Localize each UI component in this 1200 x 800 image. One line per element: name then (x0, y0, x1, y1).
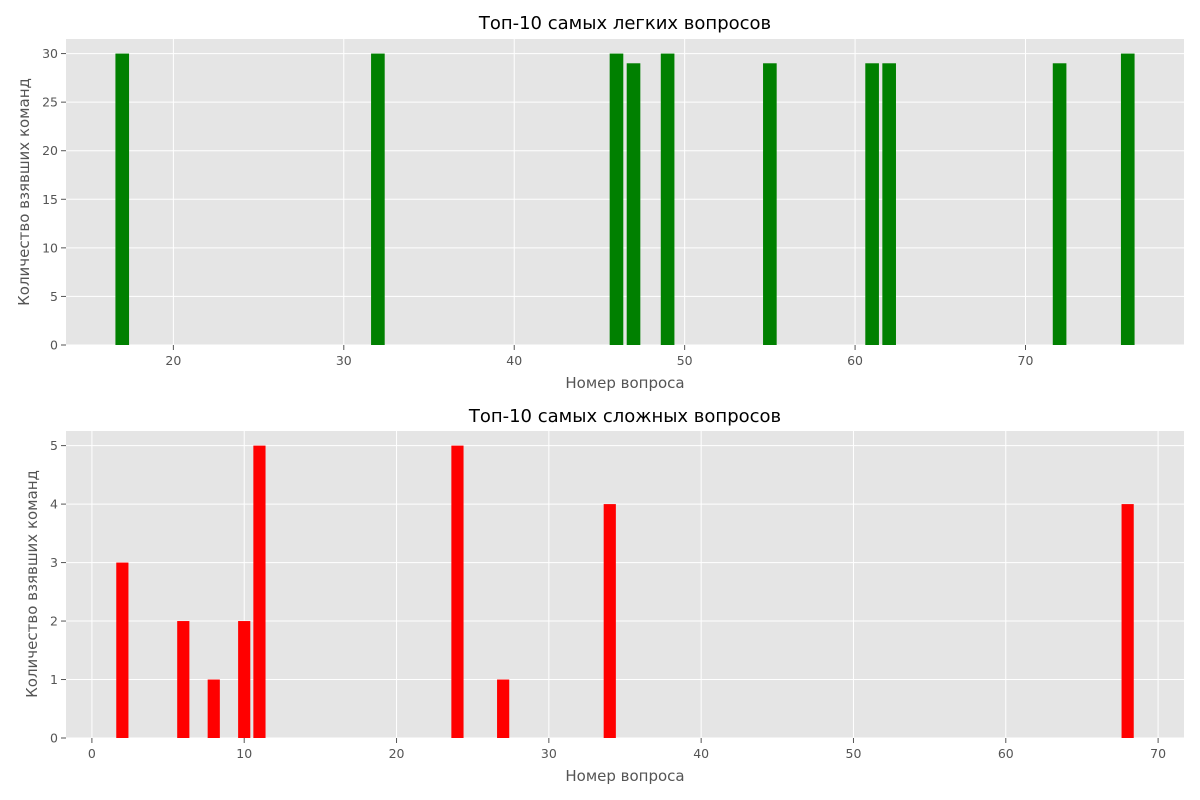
plot-area (66, 431, 1184, 738)
x-tick-label: 70 (1150, 746, 1166, 761)
y-tick-label: 5 (50, 438, 58, 453)
x-axis-label: Номер вопроса (565, 767, 684, 785)
bar (609, 53, 624, 345)
y-tick-label: 15 (42, 192, 58, 207)
x-tick-label: 20 (389, 746, 405, 761)
x-tick-label: 40 (693, 746, 709, 761)
y-tick-label: 0 (50, 731, 58, 746)
y-tick-label: 5 (50, 289, 58, 304)
bar (115, 53, 130, 345)
bar (116, 562, 129, 738)
y-tick-label: 20 (42, 143, 58, 158)
x-tick-label: 60 (998, 746, 1014, 761)
chart-title: Топ-10 самых легких вопросов (478, 13, 771, 34)
bar (660, 53, 675, 345)
x-tick-label: 30 (541, 746, 557, 761)
bar (1052, 63, 1067, 346)
bar (177, 621, 190, 738)
bar (1121, 504, 1134, 738)
y-tick-label: 25 (42, 95, 58, 110)
y-tick-label: 10 (42, 240, 58, 255)
y-axis-label: Количество взявших команд (15, 78, 33, 306)
x-tick-label: 50 (677, 353, 693, 368)
x-tick-label: 60 (847, 353, 863, 368)
bar (238, 621, 251, 738)
bar (1120, 53, 1135, 345)
bar (497, 679, 510, 738)
chart-hardest-questions: 0 10 20 30 40 50 60 70 0 1 2 3 4 5 Топ-10 самых сложн… (23, 406, 1184, 785)
x-axis-label: Номер вопроса (565, 374, 684, 392)
y-tick-label: 1 (50, 672, 58, 687)
bar (763, 63, 777, 346)
x-tick-label: 70 (1018, 353, 1034, 368)
chart-easiest-questions: 20 30 40 50 60 70 0 5 10 15 20 25 30 Топ-10 самых ле… (15, 13, 1184, 392)
y-axis-label: Количество взявших команд (23, 470, 41, 698)
bar (626, 63, 641, 346)
x-tick-label: 30 (336, 353, 352, 368)
y-tick-label: 0 (50, 338, 58, 353)
x-tick-label: 20 (165, 353, 181, 368)
x-tick-label: 50 (846, 746, 862, 761)
bar (865, 63, 879, 346)
x-tick-label: 40 (506, 353, 522, 368)
x-tick-label: 10 (236, 746, 252, 761)
plot-area (66, 39, 1184, 345)
bar (207, 679, 220, 738)
bar (253, 445, 266, 738)
x-tick-label: 0 (88, 746, 96, 761)
chart-title: Топ-10 самых сложных вопросов (468, 406, 781, 427)
y-tick-label: 4 (50, 497, 58, 512)
y-tick-label: 3 (50, 555, 58, 570)
y-tick-label: 30 (42, 46, 58, 61)
bar (371, 53, 385, 345)
y-tick-label: 2 (50, 614, 58, 629)
bar (882, 63, 896, 346)
bar (451, 445, 464, 738)
bar (603, 504, 616, 738)
